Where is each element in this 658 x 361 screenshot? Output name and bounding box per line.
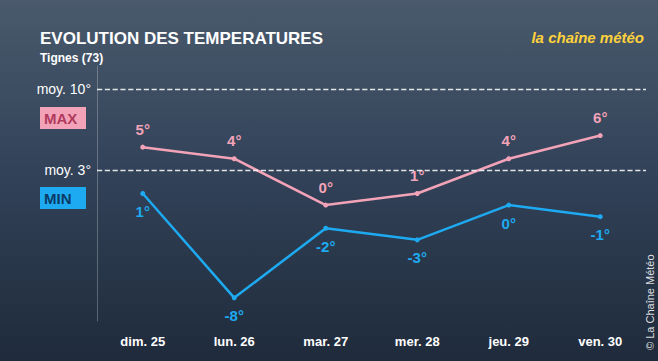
svg-text:la chaîne météo: la chaîne météo [531,29,644,46]
svg-text:4°: 4° [502,132,516,149]
svg-text:jeu. 29: jeu. 29 [488,334,529,349]
svg-text:4°: 4° [227,132,241,149]
svg-text:-2°: -2° [316,238,335,255]
svg-text:moy. 3°: moy. 3° [44,162,91,178]
svg-text:lun. 26: lun. 26 [214,334,255,349]
svg-text:-8°: -8° [225,307,244,324]
svg-text:mar. 27: mar. 27 [303,334,348,349]
svg-text:MAX: MAX [44,110,77,127]
svg-text:0°: 0° [502,215,516,232]
svg-text:dim. 25: dim. 25 [120,334,165,349]
svg-text:6°: 6° [593,109,607,126]
svg-text:EVOLUTION DES TEMPERATURES: EVOLUTION DES TEMPERATURES [40,29,323,48]
svg-text:ven. 30: ven. 30 [578,334,622,349]
svg-text:© La Chaîne Météo: © La Chaîne Météo [644,254,656,350]
svg-text:5°: 5° [136,121,150,138]
svg-text:moy. 10°: moy. 10° [37,81,91,97]
svg-text:-1°: -1° [591,226,610,243]
svg-text:1°: 1° [410,167,424,184]
svg-text:0°: 0° [319,179,333,196]
svg-text:MIN: MIN [44,190,72,207]
svg-text:-3°: -3° [408,249,427,266]
svg-text:mer. 28: mer. 28 [395,334,440,349]
svg-text:1°: 1° [136,203,150,220]
svg-text:Tignes (73): Tignes (73) [40,51,103,65]
